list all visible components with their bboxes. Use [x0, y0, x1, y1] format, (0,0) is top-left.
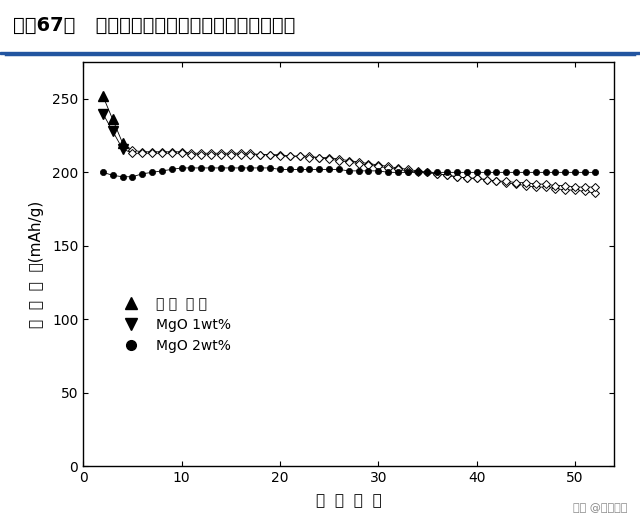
- Y-axis label: 放  电  容  量(mAh/g): 放 电 容 量(mAh/g): [29, 200, 44, 328]
- X-axis label: 循  环  次  数: 循 环 次 数: [316, 493, 381, 508]
- Text: 头条 @未来智库: 头条 @未来智库: [573, 503, 627, 513]
- Legend: 空 白  样 品, MgO 1wt%, MgO 2wt%: 空 白 样 品, MgO 1wt%, MgO 2wt%: [111, 291, 236, 358]
- Text: 图表67：   氧化镁包覆的富锂锰基正极的循环性能: 图表67： 氧化镁包覆的富锂锰基正极的循环性能: [13, 17, 295, 35]
